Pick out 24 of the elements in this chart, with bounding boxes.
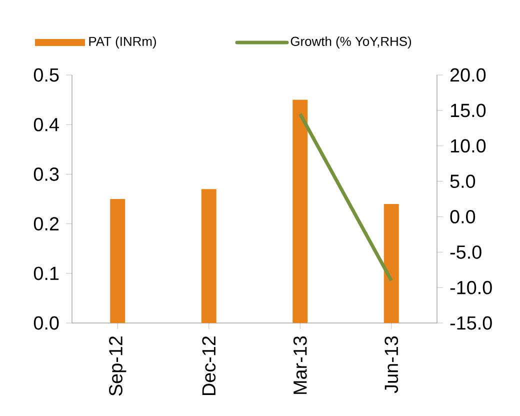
y-tick-label: 0.4 (34, 118, 59, 132)
y2-tick-label: 0.0 (450, 210, 476, 224)
y2-tick-label: -5.0 (450, 245, 482, 259)
y2-tick-label: 15.0 (450, 104, 486, 118)
y2-tick-label: 20.0 (450, 68, 486, 82)
legend-label: PAT (INRm) (89, 36, 156, 49)
bar (201, 189, 216, 323)
x-tick-label: Mar-13 (293, 336, 307, 394)
x-tick-label: Dec-12 (202, 336, 216, 395)
legend-label: Growth (% YoY,RHS) (290, 36, 412, 49)
bar (384, 204, 399, 323)
x-tick-label: Jun-13 (384, 336, 398, 394)
y-tick-label: 0.5 (34, 68, 59, 82)
bar (292, 100, 308, 323)
x-tick-label: Sep-12 (109, 336, 126, 396)
y-tick-label: 0.0 (34, 316, 59, 330)
y2-tick-label: 10.0 (450, 139, 486, 153)
y-tick-label: 0.3 (34, 168, 59, 181)
y-tick-label: 0.1 (34, 266, 59, 280)
y2-tick-label: 5.0 (450, 174, 476, 188)
y2-tick-label: -15.0 (450, 316, 492, 330)
y-tick-label: 0.2 (34, 217, 59, 231)
y2-tick-label: -10.0 (450, 280, 492, 294)
bar (110, 199, 126, 323)
